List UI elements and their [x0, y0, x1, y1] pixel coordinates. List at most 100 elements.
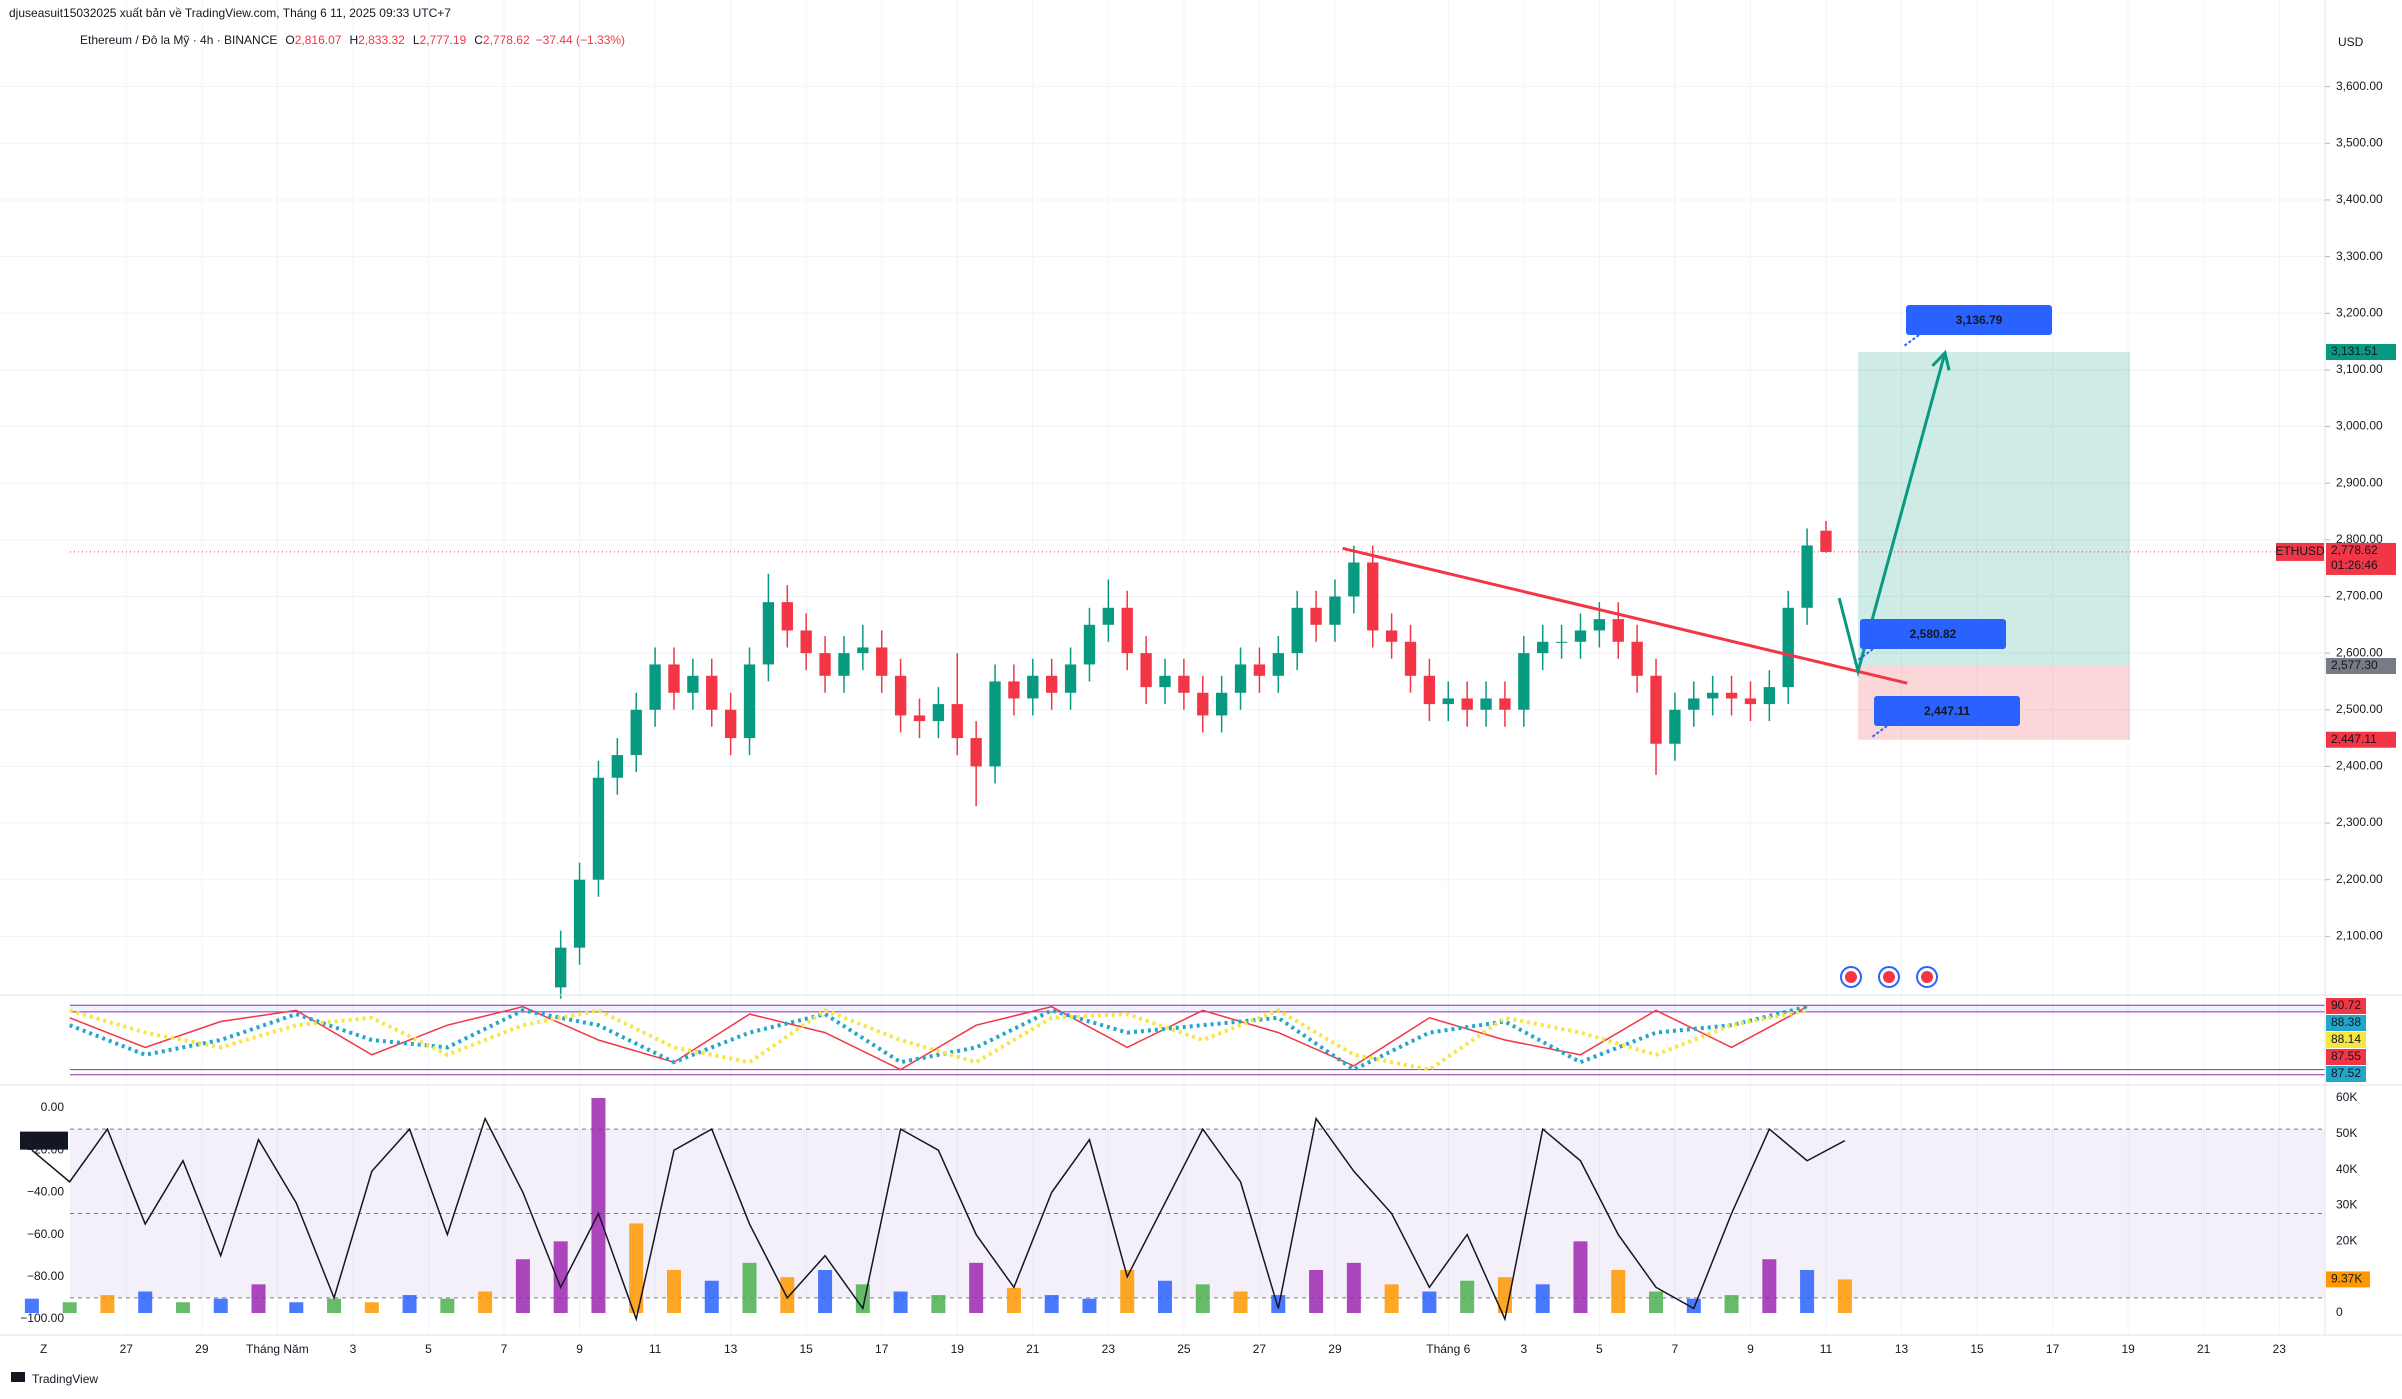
candle-body [1480, 698, 1492, 710]
publisher: djuseasuit15032025 xuất bản về TradingVi… [9, 6, 451, 20]
osc-value-tag [2326, 1066, 2366, 1082]
arrow-head [1931, 349, 1951, 371]
x-tick-label: 21 [2197, 1342, 2211, 1356]
candle-body [1083, 624, 1096, 665]
x-tick-label: 23 [2273, 1342, 2287, 1356]
wr-line [31, 1116, 1846, 1322]
volume-value-label: 9.37K [2331, 1272, 2362, 1286]
y-tick-label: 3,300.00 [2336, 249, 2383, 263]
volume-tick-label: 30K [2336, 1198, 2357, 1212]
candle-body [1820, 530, 1832, 552]
volume-bar [1611, 1270, 1626, 1313]
y-tick-label: 2,900.00 [2336, 475, 2383, 489]
candle-body [838, 653, 850, 676]
volume-bar [969, 1262, 984, 1313]
candle-body [1215, 692, 1228, 716]
volume-bar [440, 1298, 455, 1313]
y-tick-label: 2,400.00 [2336, 759, 2383, 773]
candle-body [1404, 641, 1417, 676]
volume-bar [1082, 1298, 1097, 1313]
volume-bar [364, 1302, 379, 1313]
candle-body [1329, 596, 1341, 625]
x-tick-label: 11 [1820, 1342, 1833, 1356]
x-tick-label: 25 [1177, 1342, 1191, 1356]
ohlc-value: 2,777.19 [420, 33, 467, 47]
y-tick-label: 3,000.00 [2336, 419, 2383, 433]
wr-value-tag [20, 1131, 68, 1150]
candle-body [1650, 675, 1662, 744]
candle-body [1291, 607, 1303, 654]
symbol-tag-label: ETHUSD [2275, 544, 2325, 558]
candle-body [1008, 681, 1020, 699]
candle-body [1725, 692, 1738, 699]
osc-value-label: 88.38 [2331, 1015, 2361, 1029]
candle-body [1102, 607, 1115, 625]
volume-bar [1233, 1291, 1248, 1313]
x-tick-label: 23 [1102, 1342, 1116, 1356]
wr-tick-label: 0.00 [41, 1100, 65, 1114]
ohlc-label: L [413, 33, 420, 47]
x-tick-label: 7 [1672, 1342, 1679, 1356]
brand-logo [11, 1372, 25, 1382]
volume-bar [931, 1295, 946, 1313]
candle-body [1234, 664, 1247, 693]
volume-bar [1573, 1241, 1588, 1313]
target-zone [1858, 352, 2131, 666]
candle-body [876, 647, 888, 676]
volume-bar [62, 1302, 77, 1313]
candle-body [819, 653, 831, 676]
callout-pointer [1871, 725, 1888, 738]
candle-body [1027, 675, 1039, 699]
candle-body [970, 738, 982, 767]
candle-body [555, 947, 567, 988]
candle-body [1744, 698, 1757, 705]
x-tick-label: 15 [1970, 1342, 1984, 1356]
x-tick-label: 9 [1747, 1342, 1754, 1356]
last-price-label: 2,778.62 [2331, 543, 2378, 557]
price-tag-label: 2,447.11 [2331, 732, 2377, 746]
zoom-icon[interactable]: Z [40, 1342, 47, 1356]
candle-body [1423, 675, 1436, 705]
candle-body [1159, 675, 1171, 688]
wr-tick-label: −60.00 [27, 1227, 64, 1241]
candle-body [762, 602, 775, 665]
y-tick-label: 3,600.00 [2336, 79, 2383, 93]
x-tick-label: 11 [649, 1342, 662, 1356]
candle-body [1612, 619, 1624, 642]
x-tick-label: 17 [2046, 1342, 2060, 1356]
event-icon-inner [1921, 971, 1933, 983]
osc-value-label: 87.55 [2331, 1049, 2361, 1063]
ohlc-label: C [474, 33, 483, 47]
volume-bar [327, 1298, 342, 1313]
volume-bar [1686, 1298, 1701, 1313]
candle-body [932, 704, 945, 722]
volume-bar [1800, 1270, 1815, 1313]
volume-bar [704, 1280, 719, 1313]
forecast-arrow [1837, 352, 1947, 678]
volume-bar [1271, 1295, 1286, 1313]
volume-bar [1120, 1270, 1135, 1313]
volume-bar [553, 1241, 568, 1313]
volume-bar [213, 1298, 228, 1313]
osc-value-tag [2326, 1032, 2366, 1048]
candle-body [1763, 687, 1775, 705]
volume-bar [1346, 1262, 1361, 1313]
y-tick-label: 3,200.00 [2336, 305, 2383, 319]
volume-bar [629, 1223, 644, 1313]
x-tick-label: 13 [1895, 1342, 1909, 1356]
x-tick-label: Tháng Năm [246, 1342, 309, 1356]
ohlc-value: 2,833.32 [358, 33, 405, 47]
volume-bar [402, 1295, 417, 1313]
volume-bar [893, 1291, 908, 1313]
candle-body [1782, 607, 1794, 688]
volume-value-tag [2326, 1271, 2370, 1288]
y-tick-label: 2,700.00 [2336, 589, 2383, 603]
x-tick-label: 19 [2121, 1342, 2135, 1356]
ohlc-label: H [349, 33, 358, 47]
x-tick-label: 3 [1520, 1342, 1527, 1356]
symbol-legend: Ethereum / Đô la Mỹ · 4h · BINANCE O2,816… [80, 33, 625, 47]
volume-bar [1006, 1287, 1021, 1313]
y-tick-label: 3,100.00 [2336, 362, 2383, 376]
callout-label: 2,447.11 [1924, 704, 1970, 718]
